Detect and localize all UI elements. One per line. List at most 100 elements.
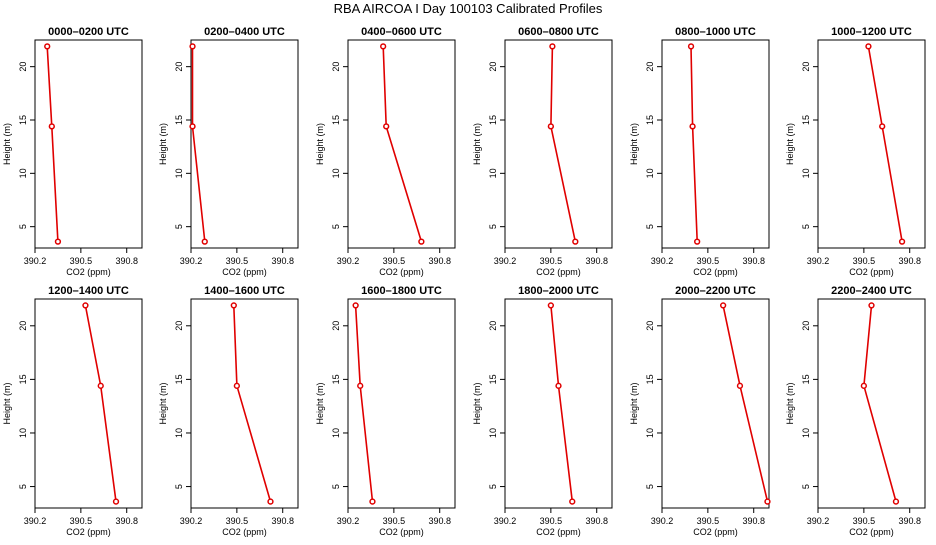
data-point — [44, 43, 51, 50]
profile-line — [191, 46, 206, 242]
x-tick-label: 390.5 — [697, 256, 720, 266]
plot-frame — [34, 39, 143, 249]
data-point — [549, 43, 556, 50]
y-tick-label: 10 — [645, 168, 655, 178]
y-tick-label: 10 — [645, 428, 655, 438]
plot-frame — [504, 39, 613, 249]
x-tick-label: 390.8 — [115, 516, 138, 526]
x-tick-label: 390.2 — [651, 516, 674, 526]
data-point — [555, 382, 562, 389]
data-point — [112, 498, 120, 505]
x-tick-label: 390.8 — [428, 256, 451, 266]
plot-frame — [190, 39, 299, 249]
x-tick-label: 390.2 — [651, 256, 674, 266]
y-tick-label: 5 — [801, 224, 811, 229]
y-tick-label: 5 — [645, 484, 655, 489]
data-point — [569, 498, 576, 505]
profile-line — [867, 46, 903, 242]
data-point — [233, 382, 241, 389]
y-tick-label: 15 — [174, 115, 184, 125]
x-axis-label: CO2 (ppm) — [536, 527, 581, 537]
data-point — [892, 498, 900, 505]
y-tick-label: 20 — [18, 62, 28, 72]
panel-title: 0800–1000 UTC — [675, 26, 756, 38]
x-tick-label: 390.5 — [540, 256, 563, 266]
x-tick-label: 390.2 — [494, 256, 517, 266]
x-tick-label: 390.5 — [383, 516, 406, 526]
y-tick-label: 5 — [174, 484, 184, 489]
y-axis-label: Height (m) — [158, 382, 168, 424]
panel-title: 0400–0600 UTC — [361, 26, 442, 38]
data-point — [879, 123, 886, 130]
y-axis-label: Height (m) — [785, 123, 795, 165]
panel-title: 1400–1600 UTC — [204, 285, 285, 297]
panel-6: 1000–1200 UTC 390.2 390.5 390.8 5 10 15 20 CO2 (… — [785, 26, 926, 277]
plot-frame — [661, 298, 770, 509]
panel-title: 0000–0200 UTC — [48, 26, 129, 38]
y-tick-label: 20 — [645, 62, 655, 72]
x-tick-label: 390.5 — [853, 516, 876, 526]
data-point — [687, 43, 695, 50]
y-tick-label: 5 — [331, 484, 341, 489]
x-tick-label: 390.2 — [494, 516, 517, 526]
profile-line — [722, 305, 769, 502]
profile-line — [354, 305, 374, 502]
panel-11: 2000–2200 UTC 390.2 390.5 390.8 5 10 15 20 CO2 (… — [629, 285, 771, 537]
panel-title: 1200–1400 UTC — [48, 285, 129, 297]
x-tick-label: 390.8 — [742, 256, 765, 266]
data-point — [689, 123, 696, 130]
x-tick-label: 390.5 — [226, 256, 249, 266]
profile-line — [382, 46, 423, 242]
y-tick-label: 20 — [174, 321, 184, 331]
x-tick-label: 390.8 — [585, 516, 608, 526]
y-tick-label: 10 — [331, 428, 341, 438]
x-tick-label: 390.8 — [742, 516, 765, 526]
y-tick-label: 15 — [488, 374, 498, 384]
x-axis-label: CO2 (ppm) — [66, 527, 111, 537]
data-point — [547, 302, 555, 309]
y-tick-label: 15 — [801, 374, 811, 384]
y-axis-label: Height (m) — [472, 123, 482, 165]
plot-frame — [817, 39, 926, 249]
y-tick-label: 5 — [18, 224, 28, 229]
x-tick-label: 390.5 — [540, 516, 563, 526]
profile-line — [863, 305, 897, 502]
y-tick-label: 10 — [174, 168, 184, 178]
panel-title: 1000–1200 UTC — [831, 26, 912, 38]
y-axis-label: Height (m) — [2, 123, 12, 165]
y-tick-label: 15 — [645, 374, 655, 384]
y-tick-label: 15 — [645, 115, 655, 125]
data-point — [48, 123, 55, 130]
x-tick-label: 390.5 — [853, 256, 876, 266]
x-axis-label: CO2 (ppm) — [66, 267, 111, 277]
profile-line — [690, 46, 698, 242]
x-axis-label: CO2 (ppm) — [536, 267, 581, 277]
data-point — [719, 302, 727, 309]
x-tick-label: 390.8 — [898, 256, 921, 266]
data-point — [860, 382, 868, 389]
data-point — [82, 302, 89, 309]
y-tick-label: 5 — [801, 484, 811, 489]
data-point — [865, 43, 872, 50]
x-axis-label: CO2 (ppm) — [849, 527, 894, 537]
y-tick-label: 15 — [174, 374, 184, 384]
profile-line — [84, 305, 117, 502]
x-tick-label: 390.8 — [271, 256, 294, 266]
panel-9: 1600–1800 UTC 390.2 390.5 390.8 5 10 15 20 CO2 (… — [315, 285, 456, 537]
data-point — [694, 238, 701, 245]
y-tick-label: 20 — [488, 62, 498, 72]
y-tick-label: 5 — [18, 484, 28, 489]
x-tick-label: 390.8 — [585, 256, 608, 266]
y-tick-label: 10 — [331, 168, 341, 178]
y-tick-label: 20 — [801, 62, 811, 72]
panel-10: 1800–2000 UTC 390.2 390.5 390.8 5 10 15 20 CO2 (… — [472, 285, 613, 537]
y-tick-label: 15 — [331, 115, 341, 125]
panel-1: 0000–0200 UTC 390.2 390.5 390.8 5 10 15 20 CO2 (… — [2, 26, 143, 277]
data-point — [230, 302, 237, 309]
x-tick-label: 390.2 — [807, 516, 830, 526]
panel-4: 0600–0800 UTC 390.2 390.5 390.8 5 10 15 20 CO2 (… — [472, 26, 613, 277]
x-axis-label: CO2 (ppm) — [693, 527, 738, 537]
panel-title: 0200–0400 UTC — [204, 26, 285, 38]
y-tick-label: 15 — [488, 115, 498, 125]
